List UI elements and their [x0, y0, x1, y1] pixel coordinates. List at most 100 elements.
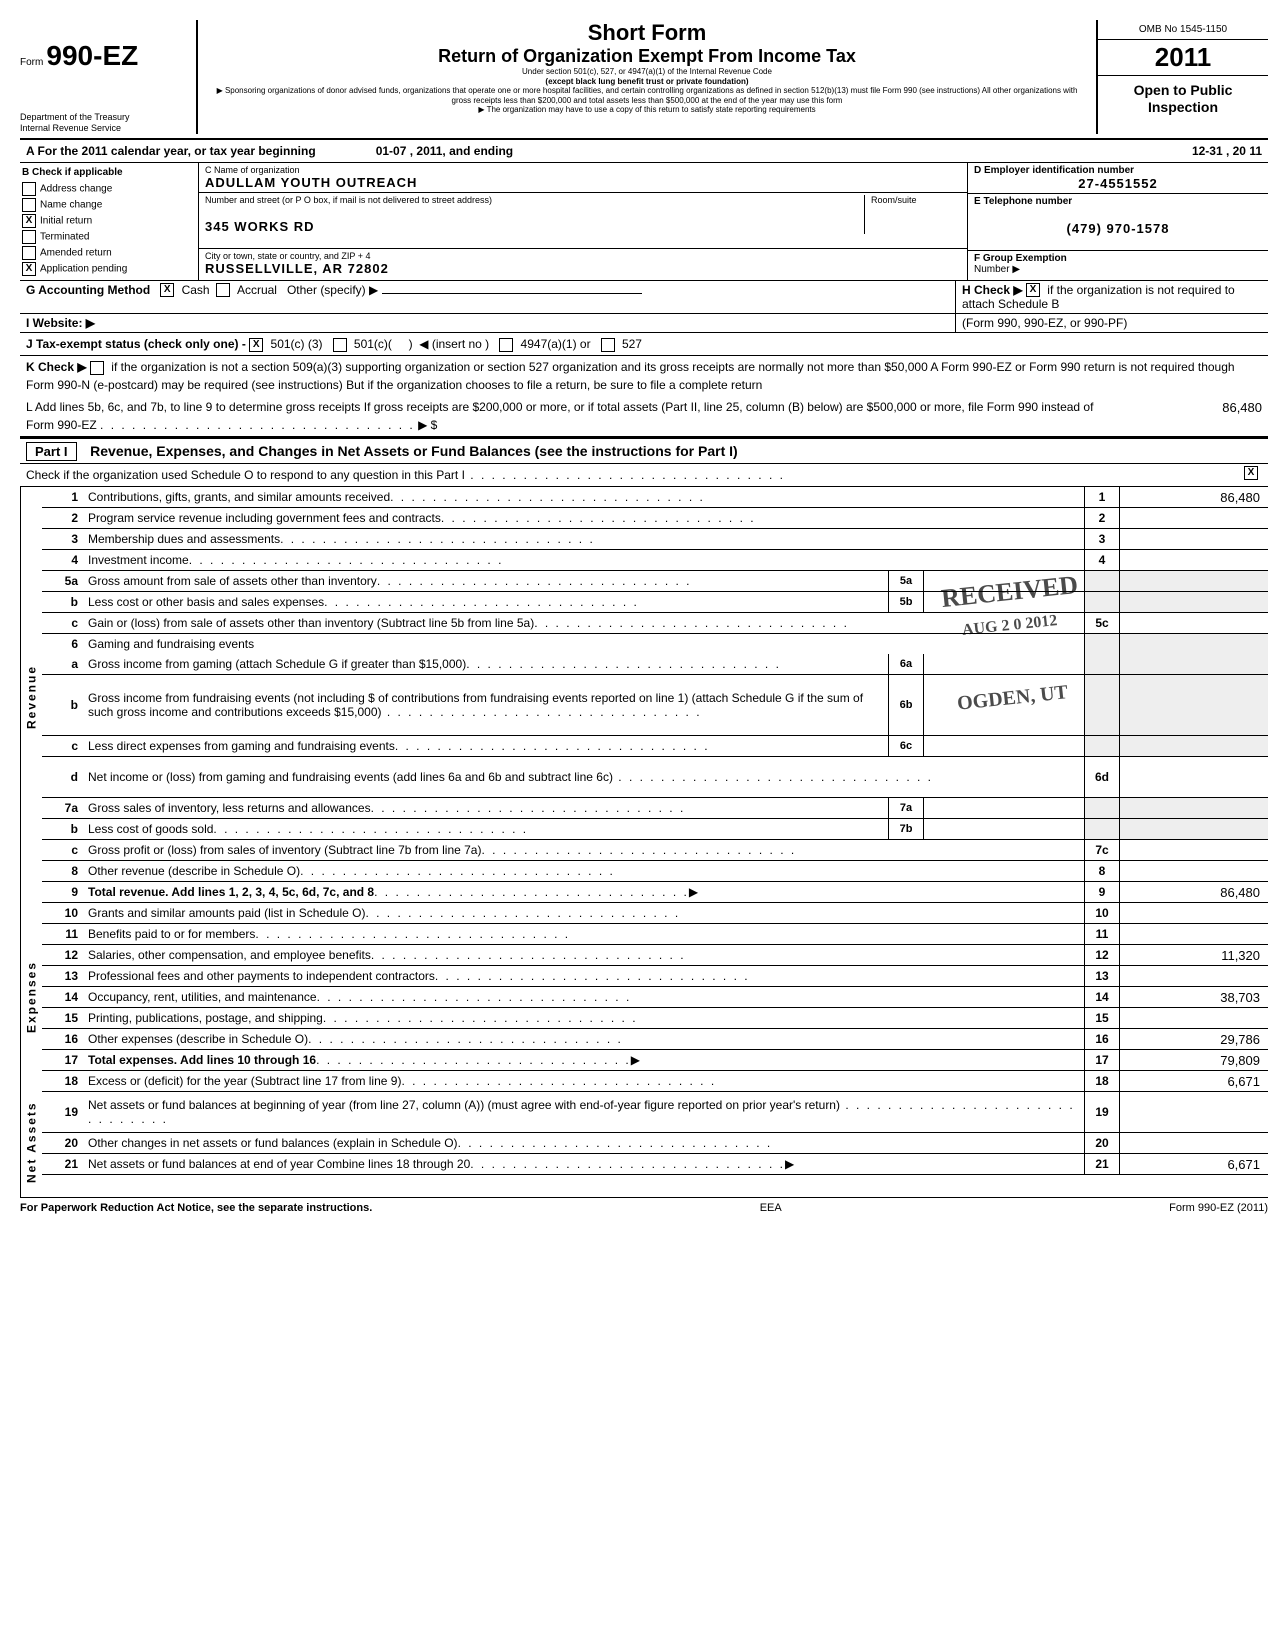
cb-schedule-o[interactable]: X: [1244, 466, 1258, 480]
l13-num: 13: [42, 966, 84, 986]
cb-app-pending[interactable]: X: [22, 262, 36, 276]
l6a-midval: [923, 654, 1084, 674]
l19-num: 19: [42, 1092, 84, 1132]
org-city: RUSSELLVILLE, AR 72802: [205, 261, 961, 276]
l6a-val: [1119, 654, 1268, 674]
line-11: 11 Benefits paid to or for members 11: [42, 924, 1268, 945]
l6c-mid: 6c: [888, 736, 923, 756]
cb-amended[interactable]: [22, 246, 36, 260]
l5b-val: [1119, 592, 1268, 612]
l7b-num: b: [42, 819, 84, 839]
copy-text: ▶ The organization may have to use a cop…: [208, 105, 1086, 115]
lbl-terminated: Terminated: [40, 231, 89, 242]
side-netassets: Net Assets: [20, 1087, 42, 1197]
lbl-4947: 4947(a)(1) or: [521, 337, 591, 351]
l6b-num: b: [42, 675, 84, 735]
l6-box: [1084, 634, 1119, 654]
section-h: H Check ▶ X if the organization is not r…: [955, 281, 1268, 314]
l7c-box: 7c: [1084, 840, 1119, 860]
l18-num: 18: [42, 1071, 84, 1091]
l1-box: 1: [1084, 487, 1119, 507]
e-label: E Telephone number: [974, 196, 1262, 207]
g-label: G Accounting Method: [26, 283, 150, 297]
cb-501c[interactable]: [333, 338, 347, 352]
other-specify-line[interactable]: [382, 293, 642, 294]
l3-box: 3: [1084, 529, 1119, 549]
room-label: Room/suite: [871, 195, 961, 205]
l6b-mid: 6b: [888, 675, 923, 735]
footer-mid: EEA: [760, 1202, 782, 1214]
l21-box: 21: [1084, 1154, 1119, 1174]
cb-cash[interactable]: X: [160, 283, 174, 297]
form-number: 990-EZ: [46, 40, 138, 71]
part1-scho: Check if the organization used Schedule …: [20, 464, 1268, 487]
check-o-text: Check if the organization used Schedule …: [26, 468, 465, 482]
lbl-501c: 501(c)(: [354, 337, 392, 351]
l8-val: [1119, 861, 1268, 881]
l-value: 86,480: [1122, 398, 1262, 434]
l8-num: 8: [42, 861, 84, 881]
section-c: C Name of organization ADULLAM YOUTH OUT…: [199, 163, 967, 280]
l3-num: 3: [42, 529, 84, 549]
l7a-val: [1119, 798, 1268, 818]
l10-box: 10: [1084, 903, 1119, 923]
l21-arrow: ▶: [785, 1157, 794, 1171]
l3-desc: Membership dues and assessments: [88, 532, 280, 546]
l6c-num: c: [42, 736, 84, 756]
cb-terminated[interactable]: [22, 230, 36, 244]
cb-4947[interactable]: [499, 338, 513, 352]
c-addr-label: Number and street (or P O box, if mail i…: [205, 195, 864, 205]
l15-num: 15: [42, 1008, 84, 1028]
line-9: 9 Total revenue. Add lines 1, 2, 3, 4, 5…: [42, 882, 1268, 903]
line-5b: b Less cost or other basis and sales exp…: [42, 592, 1268, 613]
l-arrow: ▶ $: [418, 418, 437, 432]
l5a-mid: 5a: [888, 571, 923, 591]
lbl-cash: Cash: [182, 283, 210, 297]
l6d-box: 6d: [1084, 757, 1119, 797]
l17-box: 17: [1084, 1050, 1119, 1070]
l4-desc: Investment income: [88, 553, 189, 567]
f-label: F Group Exemption: [974, 253, 1262, 264]
l14-num: 14: [42, 987, 84, 1007]
side-label-col: Revenue Expenses Net Assets: [20, 487, 42, 1197]
l5b-desc: Less cost or other basis and sales expen…: [88, 595, 324, 609]
k-text: if the organization is not a section 509…: [26, 360, 1235, 392]
lbl-other: Other (specify) ▶: [287, 283, 378, 297]
omb-number: OMB No 1545-1150: [1098, 20, 1268, 40]
cb-initial-return[interactable]: X: [22, 214, 36, 228]
l11-num: 11: [42, 924, 84, 944]
l10-val: [1119, 903, 1268, 923]
line-6b: b Gross income from fundraising events (…: [42, 675, 1268, 736]
rows-col: 1 Contributions, gifts, grants, and simi…: [42, 487, 1268, 1197]
l6-desc: Gaming and fundraising events: [88, 637, 254, 651]
open-public: Open to Public: [1098, 82, 1268, 99]
part1-header: Part I Revenue, Expenses, and Changes in…: [20, 437, 1268, 464]
l17-desc: Total expenses. Add lines 10 through 16: [88, 1053, 316, 1067]
l1-desc: Contributions, gifts, grants, and simila…: [88, 490, 390, 504]
l15-val: [1119, 1008, 1268, 1028]
l15-desc: Printing, publications, postage, and shi…: [88, 1011, 323, 1025]
l6a-mid: 6a: [888, 654, 923, 674]
cb-address-change[interactable]: [22, 182, 36, 196]
cb-k[interactable]: [90, 361, 104, 375]
cb-accrual[interactable]: [216, 283, 230, 297]
l7b-midval: [923, 819, 1084, 839]
org-addr: 345 WORKS RD: [205, 219, 864, 234]
under-section: Under section 501(c), 527, or 4947(a)(1)…: [208, 67, 1086, 77]
cb-name-change[interactable]: [22, 198, 36, 212]
line-21: 21 Net assets or fund balances at end of…: [42, 1154, 1268, 1175]
l4-val: [1119, 550, 1268, 570]
l17-arrow: ▶: [631, 1053, 640, 1067]
section-k: K Check ▶ if the organization is not a s…: [20, 356, 1268, 396]
l6b-val: [1119, 675, 1268, 735]
form-header: Form 990-EZ Department of the Treasury I…: [20, 20, 1268, 140]
line-13: 13 Professional fees and other payments …: [42, 966, 1268, 987]
lbl-address-change: Address change: [40, 183, 112, 194]
lbl-527: 527: [622, 337, 642, 351]
i-label: I Website: ▶: [26, 316, 95, 330]
line-12: 12 Salaries, other compensation, and emp…: [42, 945, 1268, 966]
cb-h[interactable]: X: [1026, 283, 1040, 297]
cb-527[interactable]: [601, 338, 615, 352]
tax-year: 2011: [1098, 40, 1268, 76]
cb-501c3[interactable]: X: [249, 338, 263, 352]
